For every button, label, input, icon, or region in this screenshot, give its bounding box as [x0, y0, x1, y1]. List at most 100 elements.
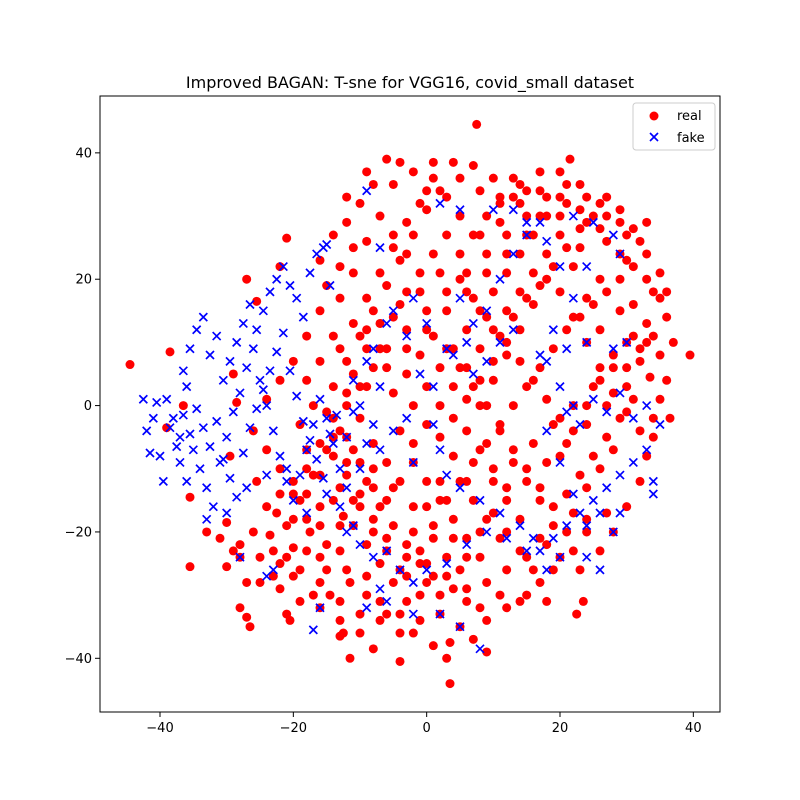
- data-point-real: [272, 508, 282, 518]
- data-point-fake: [155, 451, 165, 461]
- data-point-real: [362, 167, 372, 177]
- data-point-fake: [575, 419, 585, 430]
- data-point-real: [415, 546, 425, 556]
- data-point-fake: [258, 385, 268, 395]
- data-point-fake: [522, 546, 532, 556]
- data-point-real: [442, 653, 452, 663]
- data-point-real: [502, 565, 512, 575]
- data-point-real: [522, 590, 532, 600]
- data-point-real: [475, 306, 485, 316]
- data-point-fake: [555, 382, 565, 392]
- data-point-real: [455, 274, 465, 284]
- data-point-real: [472, 119, 482, 129]
- data-point-fake: [602, 407, 612, 417]
- data-point-real: [468, 160, 478, 170]
- data-point-real: [415, 198, 425, 208]
- data-point-fake: [595, 508, 605, 518]
- data-point-real: [255, 577, 265, 587]
- data-point-fake: [245, 423, 255, 433]
- data-point-real: [588, 211, 598, 221]
- data-point-real: [348, 268, 358, 278]
- data-point-fake: [152, 397, 162, 408]
- data-point-real: [328, 230, 338, 240]
- data-point-real: [388, 521, 398, 531]
- data-point-fake: [448, 350, 458, 360]
- data-point-fake: [542, 426, 552, 436]
- data-point-fake: [555, 457, 565, 468]
- data-point-real: [482, 312, 492, 322]
- data-point-real: [542, 394, 552, 404]
- data-point-real: [535, 167, 545, 177]
- data-point-real: [555, 211, 565, 221]
- data-point-real: [568, 508, 578, 518]
- data-point-real: [335, 426, 345, 436]
- data-point-fake: [382, 318, 392, 329]
- data-point-real: [382, 609, 392, 619]
- data-point-real: [642, 318, 652, 328]
- data-point-real: [422, 306, 432, 316]
- data-point-fake: [402, 413, 412, 423]
- data-point-real: [355, 609, 365, 619]
- data-point-fake: [148, 413, 158, 423]
- data-point-fake: [588, 394, 598, 404]
- data-point-fake: [312, 454, 322, 464]
- data-point-real: [502, 350, 512, 360]
- data-point-fake: [455, 205, 465, 215]
- data-point-real: [348, 445, 358, 455]
- data-point-fake: [292, 293, 302, 303]
- data-point-real: [395, 476, 405, 486]
- data-point-real: [482, 615, 492, 625]
- data-point-real: [408, 230, 418, 240]
- data-point-real: [455, 565, 465, 575]
- data-point-real: [628, 224, 638, 234]
- data-point-fake: [178, 366, 188, 376]
- chart-title: Improved BAGAN: T-sne for VGG16, covid_s…: [186, 73, 634, 93]
- data-point-fake: [648, 476, 658, 486]
- data-point-real: [388, 243, 398, 253]
- data-point-real: [468, 634, 478, 644]
- data-point-real: [535, 483, 545, 493]
- data-point-real: [622, 230, 632, 240]
- data-point-fake: [548, 533, 558, 543]
- data-point-fake: [608, 230, 618, 240]
- data-point-fake: [522, 230, 532, 240]
- data-point-real: [515, 514, 525, 524]
- data-point-fake: [408, 293, 418, 303]
- data-point-real: [402, 596, 412, 606]
- data-point-fake: [382, 596, 392, 607]
- data-point-fake: [522, 217, 532, 227]
- data-point-real: [542, 211, 552, 221]
- data-point-real: [508, 312, 518, 322]
- data-point-real: [662, 312, 672, 322]
- data-point-fake: [242, 483, 252, 493]
- data-point-real: [562, 179, 572, 189]
- data-point-real: [508, 173, 518, 183]
- data-point-real: [515, 325, 525, 335]
- data-point-real: [435, 268, 445, 278]
- data-point-real: [615, 217, 625, 227]
- data-point-real: [302, 546, 312, 556]
- data-point-fake: [205, 442, 215, 452]
- data-point-real: [362, 590, 372, 600]
- data-point-real: [348, 495, 358, 505]
- data-point-real: [335, 596, 345, 606]
- data-point-real: [475, 230, 485, 240]
- data-point-real: [602, 401, 612, 411]
- data-point-real: [368, 464, 378, 474]
- data-point-real: [315, 356, 325, 366]
- data-point-fake: [235, 388, 245, 398]
- data-point-fake: [462, 337, 472, 348]
- data-point-fake: [218, 375, 228, 385]
- data-point-real: [475, 603, 485, 613]
- data-point-real: [548, 565, 558, 575]
- data-point-real: [368, 179, 378, 189]
- data-point-fake: [222, 432, 232, 442]
- data-point-fake: [252, 404, 262, 414]
- data-point-real: [515, 179, 525, 189]
- data-point-real: [648, 413, 658, 423]
- data-point-real: [502, 306, 512, 316]
- data-point-real: [508, 192, 518, 202]
- data-point-real: [528, 268, 538, 278]
- data-point-real: [495, 533, 505, 543]
- data-point-real: [542, 274, 552, 284]
